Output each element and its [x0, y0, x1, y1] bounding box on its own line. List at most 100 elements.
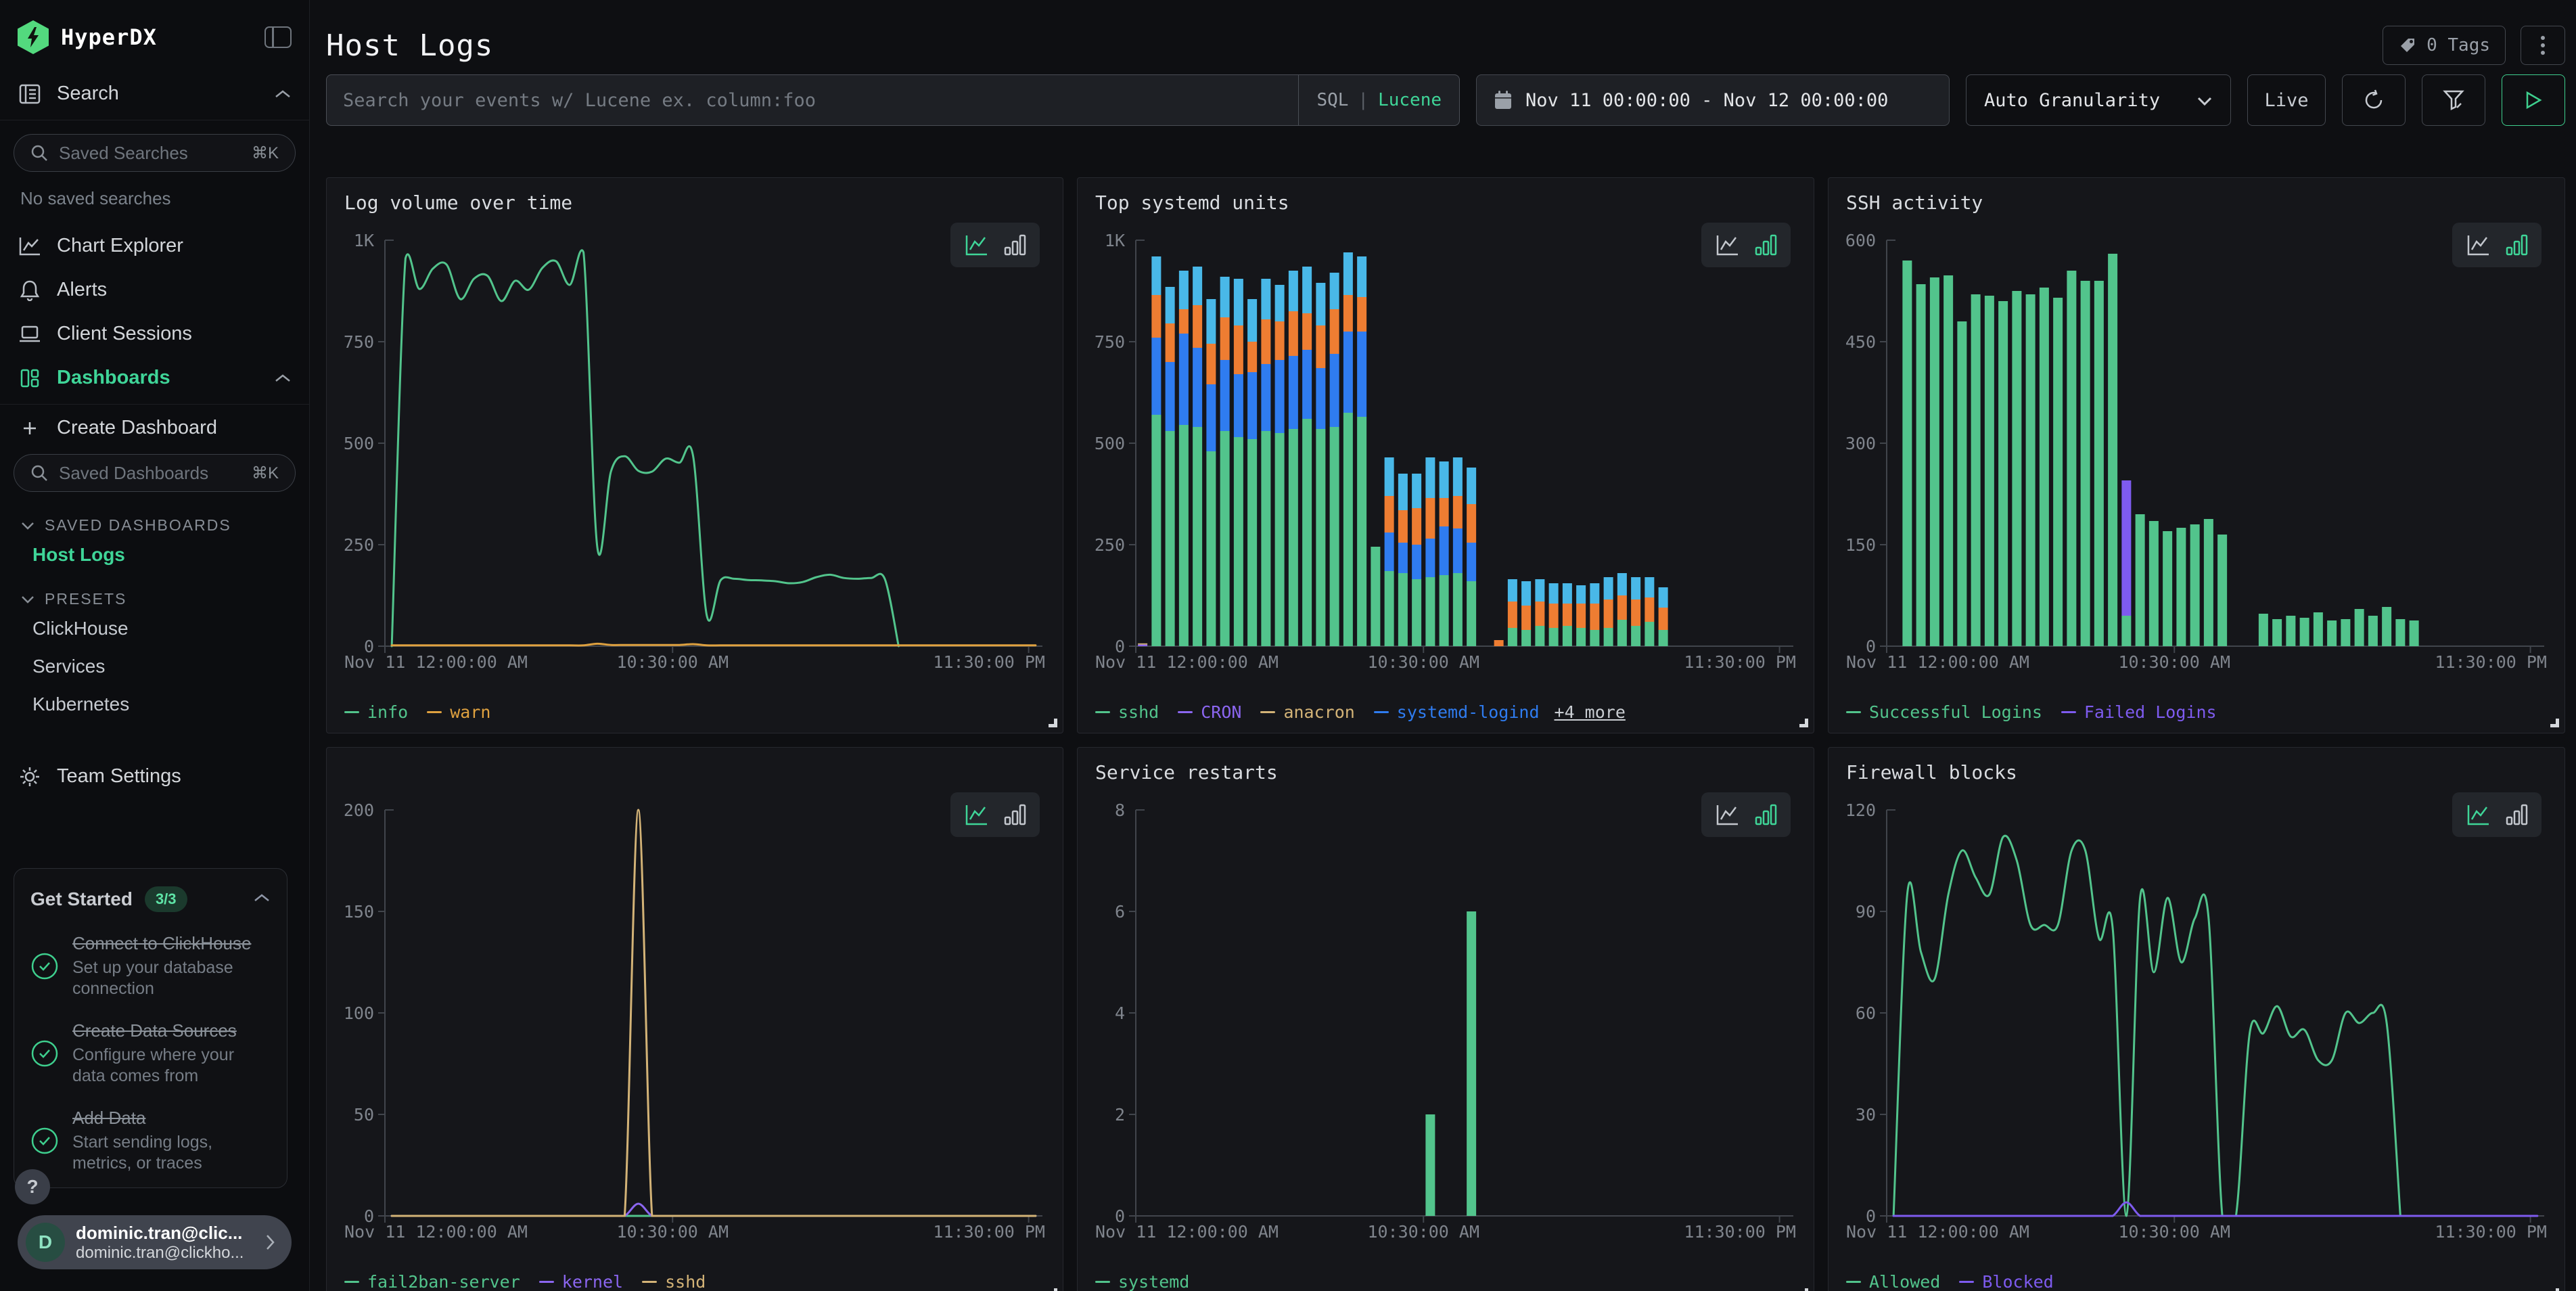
search-view-icon	[18, 84, 42, 104]
legend-item[interactable]: sshd	[1095, 702, 1159, 722]
resize-handle[interactable]	[1049, 1288, 1057, 1291]
sidebar-item-dashboards[interactable]: Dashboards	[0, 356, 309, 400]
svg-text:10:30:00 AM: 10:30:00 AM	[1367, 1222, 1479, 1240]
legend-item[interactable]: Successful Logins	[1846, 702, 2042, 722]
get-started-step-connect[interactable]: Connect to ClickHouse Set up your databa…	[30, 932, 271, 999]
date-range-picker[interactable]: Nov 11 00:00:00 - Nov 12 00:00:00	[1476, 74, 1950, 126]
sidebar-item-client-sessions[interactable]: Client Sessions	[0, 312, 309, 356]
get-started-step-add-data[interactable]: Add Data Start sending logs, metrics, or…	[30, 1107, 271, 1174]
svg-text:50: 50	[354, 1105, 374, 1125]
legend-item[interactable]: systemd-logind	[1374, 702, 1540, 722]
user-email: dominic.tran@clickho...	[76, 1244, 254, 1263]
legend-item[interactable]: CRON	[1178, 702, 1241, 722]
dashboard-grid: Log volume over time02505007501KNov 11 1…	[326, 177, 2565, 1291]
saved-dashboards-section-header[interactable]: SAVED DASHBOARDS	[0, 507, 309, 536]
resize-handle[interactable]	[2550, 1288, 2559, 1291]
svg-text:11:30:00 PM: 11:30:00 PM	[2435, 1222, 2547, 1240]
chevron-down-icon	[20, 595, 35, 604]
legend-item[interactable]: info	[344, 702, 408, 722]
create-dashboard-label: Create Dashboard	[57, 417, 217, 439]
svg-text:150: 150	[344, 902, 374, 922]
svg-text:750: 750	[344, 332, 374, 352]
svg-text:Nov 11 12:00:00 AM: Nov 11 12:00:00 AM	[1095, 1222, 1279, 1240]
svg-text:10:30:00 AM: 10:30:00 AM	[1367, 652, 1479, 671]
help-button[interactable]: ?	[15, 1169, 50, 1204]
sidebar-item-services[interactable]: Services	[0, 648, 309, 685]
step-description: Set up your database connection	[72, 957, 271, 1000]
sidebar-collapse-icon[interactable]	[264, 26, 292, 48]
chevron-up-icon[interactable]	[274, 83, 292, 105]
chart-plot: 02505007501KNov 11 12:00:00 AM10:30:00 A…	[343, 232, 1048, 671]
create-dashboard-button[interactable]: Create Dashboard	[0, 409, 309, 445]
more-options-button[interactable]	[2521, 26, 2565, 65]
check-circle-icon	[30, 952, 59, 980]
kebab-menu-icon	[2541, 35, 2545, 55]
legend-label: info	[367, 702, 408, 722]
chart-legend: sshd CRON anacron systemd-logind +4 more	[1095, 702, 1626, 722]
svg-text:Nov 11 12:00:00 AM: Nov 11 12:00:00 AM	[344, 652, 528, 671]
lucene-toggle[interactable]: Lucene	[1378, 90, 1442, 110]
legend-more-link[interactable]: +4 more	[1555, 702, 1626, 722]
bell-icon	[18, 279, 42, 301]
sidebar-item-alerts[interactable]: Alerts	[0, 268, 309, 312]
legend-label: sshd	[1118, 702, 1159, 722]
refresh-button[interactable]	[2342, 74, 2406, 126]
svg-text:300: 300	[1845, 434, 1876, 453]
event-search-input[interactable]: Search your events w/ Lucene ex. column:…	[326, 74, 1460, 126]
filter-button[interactable]	[2422, 74, 2485, 126]
svg-text:10:30:00 AM: 10:30:00 AM	[616, 1222, 729, 1240]
legend-swatch	[2061, 711, 2076, 713]
legend-label: warn	[450, 702, 490, 722]
sidebar-item-host-logs[interactable]: Host Logs	[0, 536, 309, 574]
resize-handle[interactable]	[1799, 719, 1808, 727]
saved-searches-input[interactable]: Saved Searches ⌘K	[14, 134, 296, 172]
legend-swatch	[344, 1281, 359, 1283]
sidebar-item-search[interactable]: Search	[0, 72, 309, 116]
legend-item[interactable]: anacron	[1260, 702, 1354, 722]
resize-handle[interactable]	[2550, 719, 2559, 727]
get-started-step-sources[interactable]: Create Data Sources Configure where your…	[30, 1020, 271, 1087]
panel-service-restarts: Service restarts02468Nov 11 12:00:00 AM1…	[1077, 747, 1814, 1291]
sql-toggle[interactable]: SQL	[1316, 90, 1348, 110]
svg-text:11:30:00 PM: 11:30:00 PM	[933, 652, 1045, 671]
svg-text:200: 200	[344, 802, 374, 820]
granularity-select[interactable]: Auto Granularity	[1966, 74, 2231, 126]
sidebar-item-label: Dashboards	[57, 367, 170, 389]
run-query-button[interactable]	[2502, 74, 2565, 126]
legend-item[interactable]: Blocked	[1959, 1272, 2053, 1291]
chevron-up-icon[interactable]	[274, 367, 292, 389]
chevron-down-icon	[2196, 90, 2213, 111]
legend-item[interactable]: Allowed	[1846, 1272, 1940, 1291]
svg-text:4: 4	[1115, 1003, 1125, 1023]
legend-item[interactable]: kernel	[539, 1272, 623, 1291]
resize-handle[interactable]	[1799, 1288, 1808, 1291]
saved-dashboards-input[interactable]: Saved Dashboards ⌘K	[14, 454, 296, 492]
tags-button[interactable]: 0 Tags	[2383, 26, 2506, 65]
presets-section-header[interactable]: PRESETS	[0, 581, 309, 610]
legend-item[interactable]: systemd	[1095, 1272, 1189, 1291]
legend-item[interactable]: Failed Logins	[2061, 702, 2217, 722]
user-menu[interactable]: D dominic.tran@clic... dominic.tran@clic…	[18, 1215, 292, 1269]
user-name: dominic.tran@clic...	[76, 1223, 254, 1244]
panel-title: Firewall blocks	[1846, 761, 2017, 784]
chart-plot: 050100150200Nov 11 12:00:00 AM10:30:00 A…	[343, 802, 1048, 1240]
legend-swatch	[427, 711, 442, 713]
legend-item[interactable]: sshd	[642, 1272, 706, 1291]
svg-text:100: 100	[344, 1003, 374, 1023]
panel-title: Top systemd units	[1095, 191, 1289, 214]
query-language-toggle: SQL | Lucene	[1298, 75, 1459, 125]
sidebar-item-team-settings[interactable]: Team Settings	[0, 754, 309, 798]
live-button[interactable]: Live	[2247, 74, 2326, 126]
chevron-up-icon[interactable]	[253, 892, 271, 907]
svg-text:Nov 11 12:00:00 AM: Nov 11 12:00:00 AM	[1095, 652, 1279, 671]
sidebar-item-clickhouse[interactable]: ClickHouse	[0, 610, 309, 648]
svg-text:Nov 11 12:00:00 AM: Nov 11 12:00:00 AM	[344, 1222, 528, 1240]
sidebar-item-kubernetes[interactable]: Kubernetes	[0, 685, 309, 723]
panel-auth-failures: 050100150200Nov 11 12:00:00 AM10:30:00 A…	[326, 747, 1063, 1291]
legend-item[interactable]: warn	[427, 702, 490, 722]
legend-item[interactable]: fail2ban-server	[344, 1272, 520, 1291]
shortcut-badge: ⌘K	[252, 143, 279, 163]
resize-handle[interactable]	[1049, 719, 1057, 727]
sidebar-item-chart-explorer[interactable]: Chart Explorer	[0, 224, 309, 268]
chevron-right-icon	[264, 1233, 275, 1251]
